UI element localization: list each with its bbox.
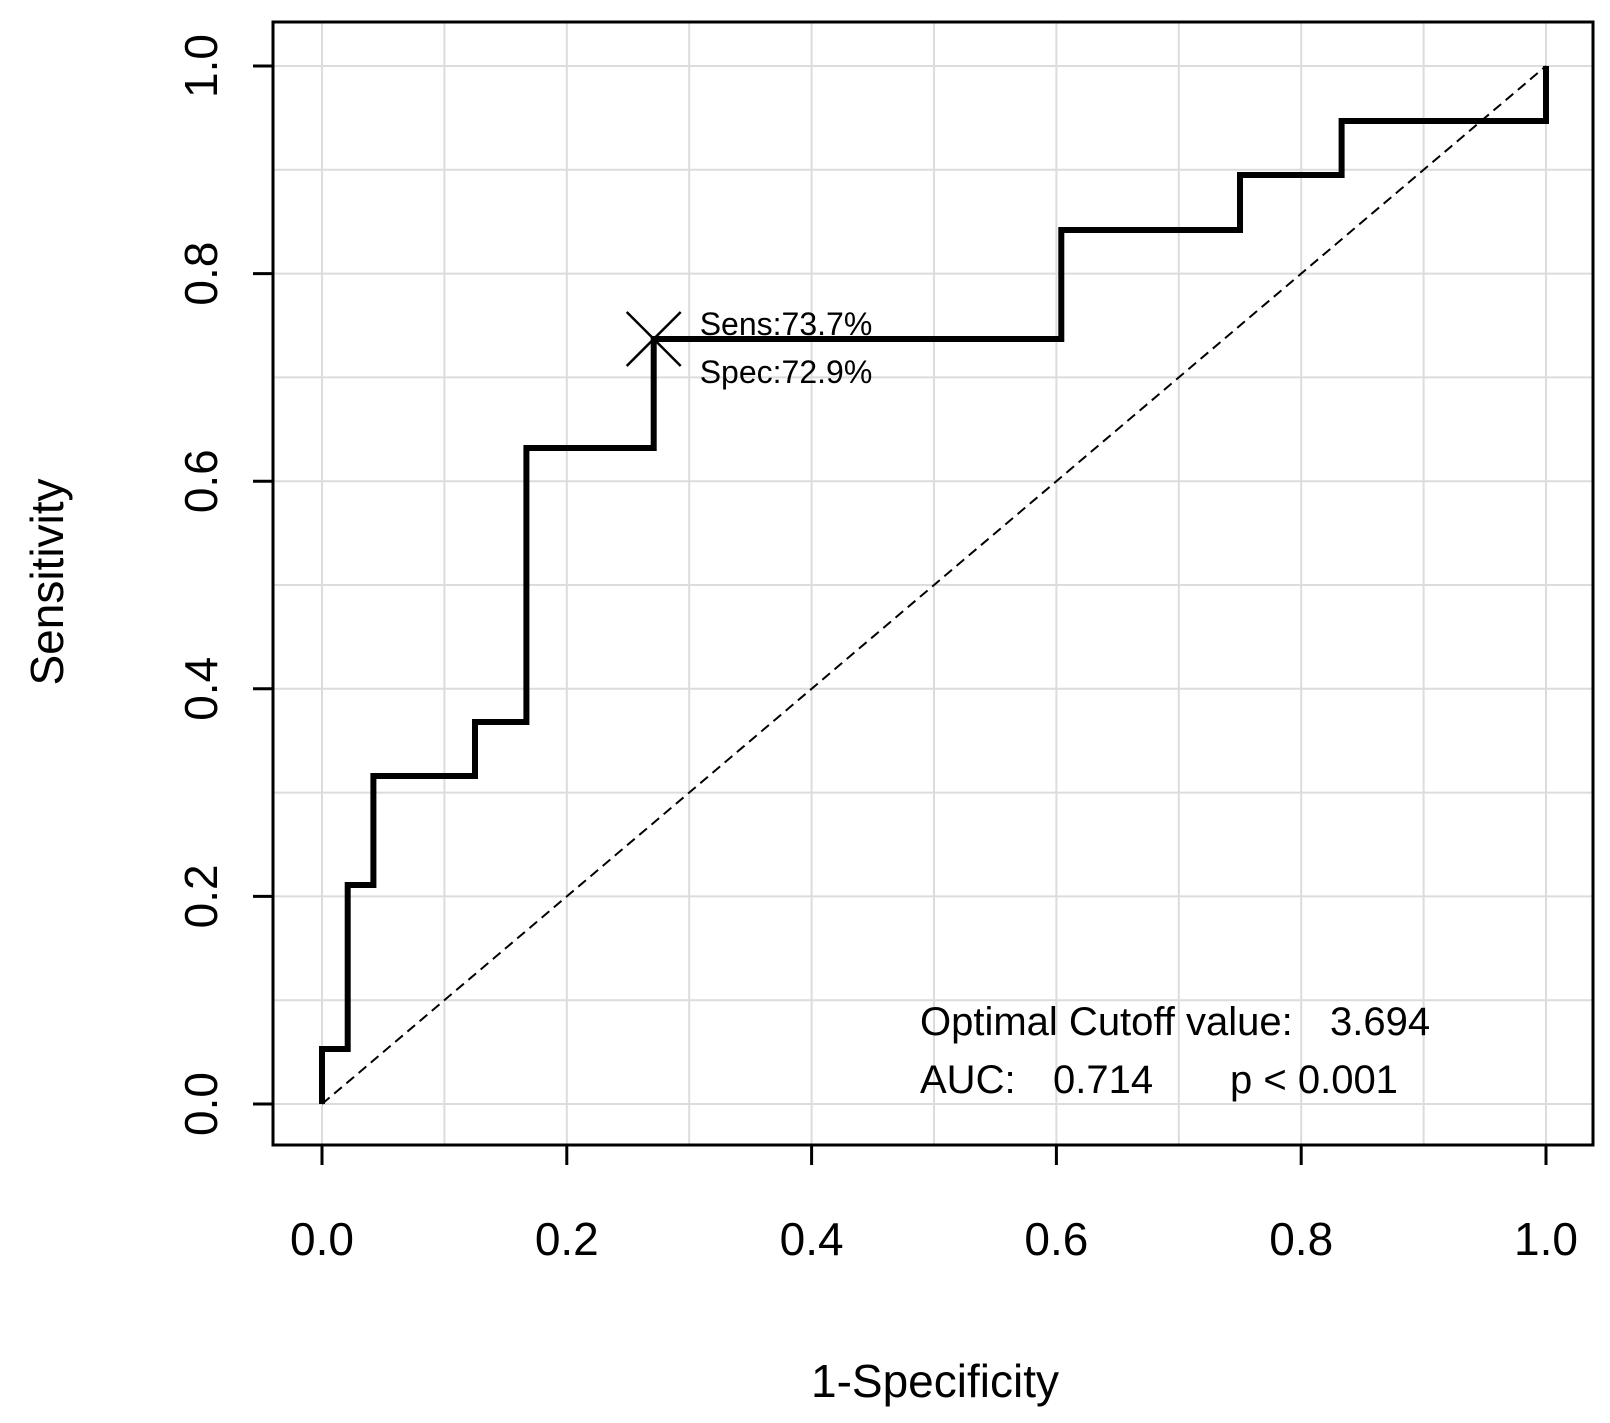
x-tick-label: 0.8: [1269, 1213, 1333, 1265]
reference-diagonal-line: [321, 65, 1547, 1105]
y-tick-label: 0.0: [175, 1072, 227, 1136]
y-tick-label: 0.2: [175, 864, 227, 928]
y-tick-label: 0.6: [175, 449, 227, 513]
auc-label: AUC:: [920, 1058, 1016, 1102]
statistics-annotation: Optimal Cutoff value: 3.694 AUC: 0.714 p…: [920, 1000, 1430, 1102]
y-tick-label: 0.8: [175, 242, 227, 306]
x-tick-label: 0.0: [290, 1213, 354, 1265]
roc-curve-line: [319, 66, 1549, 1104]
reference-line-layer: [321, 65, 1547, 1105]
y-tick-label: 0.4: [175, 657, 227, 721]
optimal-sensitivity-label: Sens:73.7%: [700, 306, 873, 342]
y-tick-label: 1.0: [175, 34, 227, 98]
optimal-point-layer: Sens:73.7% Spec:72.9%: [625, 306, 873, 390]
x-axis-title: 1-Specificity: [811, 1355, 1059, 1407]
x-tick-label: 0.2: [535, 1213, 599, 1265]
x-tick-label: 0.4: [780, 1213, 844, 1265]
y-axis-title: Sensitivity: [21, 478, 73, 685]
grid: [273, 22, 1593, 1145]
x-tick-label: 1.0: [1514, 1213, 1578, 1265]
x-tick-label: 0.6: [1024, 1213, 1088, 1265]
x-axis: 0.0 0.2 0.4 0.6 0.8 1.0: [290, 1145, 1578, 1265]
p-value: p < 0.001: [1230, 1058, 1398, 1102]
optimal-specificity-label: Spec:72.9%: [700, 354, 873, 390]
cutoff-label: Optimal Cutoff value:: [920, 1000, 1293, 1044]
roc-curve-layer: [319, 66, 1549, 1104]
cutoff-value: 3.694: [1330, 1000, 1430, 1044]
optimal-point-marker-stroke-2: [625, 311, 682, 367]
y-axis: 0.0 0.2 0.4 0.6 0.8 1.0: [175, 34, 273, 1136]
auc-value: 0.714: [1053, 1058, 1153, 1102]
plot-frame: [271, 20, 1595, 1147]
